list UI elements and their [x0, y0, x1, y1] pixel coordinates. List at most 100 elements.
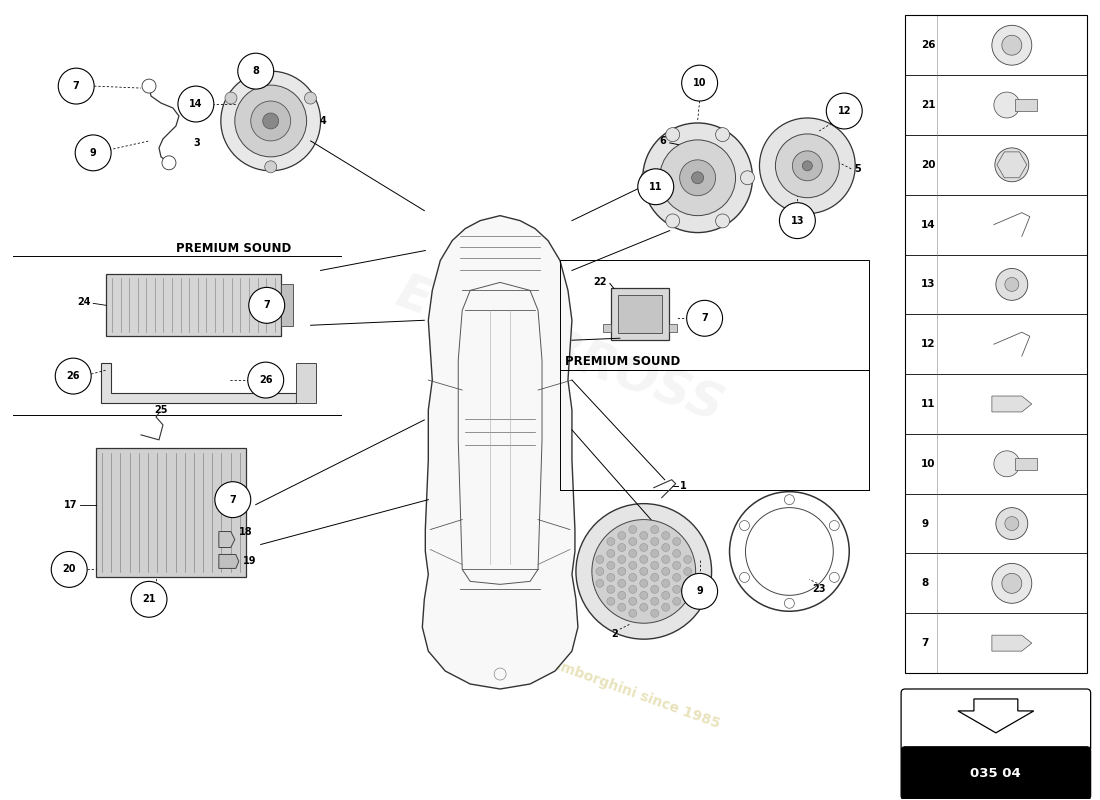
Circle shape — [629, 550, 637, 558]
Circle shape — [651, 610, 659, 618]
Circle shape — [651, 586, 659, 594]
Text: 12: 12 — [921, 339, 936, 349]
Circle shape — [716, 214, 729, 228]
Bar — [603, 324, 611, 332]
Circle shape — [640, 603, 648, 611]
Circle shape — [596, 567, 604, 575]
FancyBboxPatch shape — [901, 746, 1090, 800]
Text: 11: 11 — [649, 182, 662, 192]
Circle shape — [55, 358, 91, 394]
Circle shape — [686, 300, 723, 336]
Text: 20: 20 — [921, 160, 936, 170]
Circle shape — [662, 603, 670, 611]
Bar — [905, 15, 1087, 673]
Bar — [280, 285, 293, 326]
Text: 13: 13 — [791, 216, 804, 226]
Circle shape — [673, 562, 681, 570]
Circle shape — [234, 85, 307, 157]
Text: 7: 7 — [230, 494, 236, 505]
Circle shape — [662, 591, 670, 599]
Circle shape — [640, 579, 648, 587]
Circle shape — [629, 610, 637, 618]
Circle shape — [994, 451, 1020, 477]
Circle shape — [673, 538, 681, 546]
Text: a passion for lamborghini since 1985: a passion for lamborghini since 1985 — [444, 619, 722, 731]
Polygon shape — [219, 554, 239, 569]
Circle shape — [662, 567, 670, 575]
Bar — [1015, 99, 1037, 111]
Circle shape — [607, 598, 615, 606]
Circle shape — [826, 93, 862, 129]
Circle shape — [618, 555, 626, 563]
Circle shape — [651, 598, 659, 606]
Circle shape — [662, 555, 670, 563]
Circle shape — [996, 269, 1027, 300]
Text: 2: 2 — [612, 629, 618, 639]
Circle shape — [58, 68, 95, 104]
Text: 19: 19 — [243, 557, 256, 566]
Circle shape — [666, 128, 680, 142]
Circle shape — [214, 482, 251, 518]
Bar — [618, 295, 662, 334]
Text: 18: 18 — [239, 526, 252, 537]
Circle shape — [305, 92, 317, 104]
Bar — [1015, 458, 1037, 470]
Bar — [669, 324, 676, 332]
Circle shape — [618, 603, 626, 611]
Circle shape — [651, 550, 659, 558]
Circle shape — [596, 579, 604, 587]
Polygon shape — [422, 216, 578, 689]
Text: 9: 9 — [921, 518, 928, 529]
Text: 26: 26 — [258, 375, 273, 385]
Circle shape — [131, 582, 167, 618]
Circle shape — [162, 156, 176, 170]
Bar — [610, 288, 669, 340]
Circle shape — [249, 287, 285, 323]
Text: 7: 7 — [701, 314, 708, 323]
Circle shape — [618, 579, 626, 587]
Circle shape — [607, 574, 615, 582]
Text: 10: 10 — [921, 458, 936, 469]
Circle shape — [994, 148, 1028, 182]
Circle shape — [640, 543, 648, 551]
Circle shape — [75, 135, 111, 170]
Circle shape — [641, 170, 654, 185]
Circle shape — [684, 555, 692, 563]
Circle shape — [618, 543, 626, 551]
Text: 7: 7 — [263, 300, 271, 310]
Circle shape — [142, 79, 156, 93]
Text: 9: 9 — [90, 148, 97, 158]
Circle shape — [740, 170, 755, 185]
Circle shape — [640, 591, 648, 599]
Circle shape — [642, 123, 752, 233]
Circle shape — [662, 579, 670, 587]
Circle shape — [640, 555, 648, 563]
Circle shape — [1004, 517, 1019, 530]
Circle shape — [996, 508, 1027, 539]
Circle shape — [596, 555, 604, 563]
Text: 21: 21 — [921, 100, 936, 110]
Text: EUROBROSS: EUROBROSS — [389, 269, 730, 432]
Circle shape — [673, 550, 681, 558]
Circle shape — [673, 586, 681, 594]
Text: 23: 23 — [813, 584, 826, 594]
Circle shape — [660, 140, 736, 216]
Text: 9: 9 — [696, 586, 703, 596]
Circle shape — [662, 543, 670, 551]
Circle shape — [618, 567, 626, 575]
Circle shape — [607, 538, 615, 546]
Circle shape — [629, 562, 637, 570]
Circle shape — [780, 202, 815, 238]
Text: 11: 11 — [921, 399, 936, 409]
Circle shape — [629, 598, 637, 606]
Circle shape — [607, 550, 615, 558]
Circle shape — [638, 169, 673, 205]
Text: 10: 10 — [693, 78, 706, 88]
Bar — [560, 370, 869, 490]
Circle shape — [618, 591, 626, 599]
Text: 26: 26 — [66, 371, 80, 381]
Circle shape — [629, 586, 637, 594]
Bar — [96, 448, 245, 578]
Circle shape — [680, 160, 716, 196]
Circle shape — [684, 567, 692, 575]
